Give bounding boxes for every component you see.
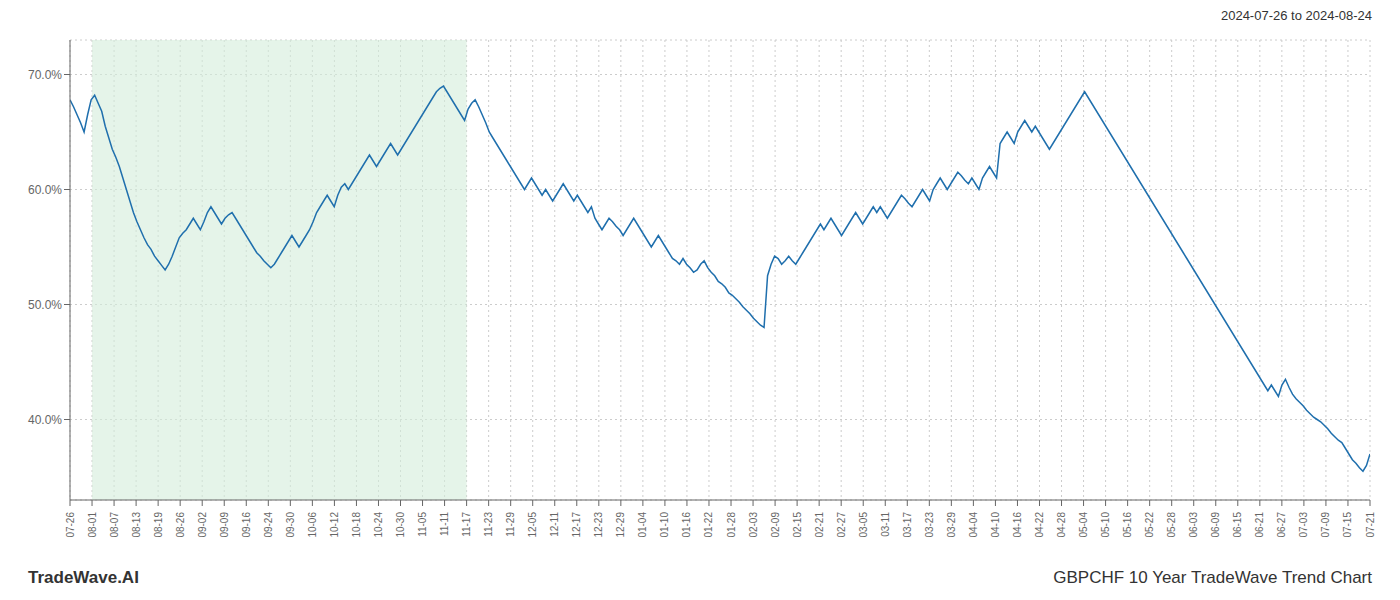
svg-text:03-17: 03-17	[902, 512, 913, 538]
svg-text:06-21: 06-21	[1254, 512, 1265, 538]
svg-text:09-24: 09-24	[263, 512, 274, 538]
svg-text:01-22: 01-22	[703, 512, 714, 538]
svg-text:06-03: 06-03	[1188, 512, 1199, 538]
svg-text:04-28: 04-28	[1056, 512, 1067, 538]
svg-text:09-30: 09-30	[285, 512, 296, 538]
svg-text:06-27: 06-27	[1276, 512, 1287, 538]
svg-text:08-26: 08-26	[175, 512, 186, 538]
svg-text:10-30: 10-30	[395, 512, 406, 538]
svg-text:08-13: 08-13	[131, 512, 142, 538]
svg-text:09-09: 09-09	[219, 512, 230, 538]
html-text:GBPCHF 10 Year TradeWave Trend: GBPCHF 10 Year TradeWave Trend Chart	[1053, 568, 1372, 587]
svg-text:10-24: 10-24	[373, 512, 384, 538]
svg-text:05-22: 05-22	[1144, 512, 1155, 538]
svg-text:12-29: 12-29	[615, 512, 626, 538]
svg-text:08-19: 08-19	[153, 512, 164, 538]
svg-text:04-10: 04-10	[990, 512, 1001, 538]
svg-text:12-11: 12-11	[549, 512, 560, 537]
html-text:2024-07-26 to 2024-08-24: 2024-07-26 to 2024-08-24	[1220, 8, 1372, 23]
svg-text:09-02: 09-02	[197, 512, 208, 538]
svg-text:08-07: 08-07	[109, 512, 120, 538]
svg-text:07-21: 07-21	[1365, 512, 1376, 538]
svg-text:06-09: 06-09	[1210, 512, 1221, 538]
svg-text:04-16: 04-16	[1012, 512, 1023, 538]
svg-text:70.0%: 70.0%	[28, 68, 62, 82]
svg-text:01-10: 01-10	[659, 512, 670, 538]
svg-text:03-11: 03-11	[880, 512, 891, 537]
svg-text:11-11: 11-11	[439, 512, 450, 537]
svg-text:02-09: 02-09	[770, 512, 781, 538]
svg-text:07-03: 07-03	[1298, 512, 1309, 538]
svg-text:01-04: 01-04	[637, 512, 648, 538]
svg-text:02-15: 02-15	[792, 512, 803, 538]
svg-text:05-04: 05-04	[1078, 512, 1089, 538]
svg-text:12-23: 12-23	[593, 512, 604, 538]
svg-text:05-10: 05-10	[1100, 512, 1111, 538]
svg-text:11-17: 11-17	[461, 512, 472, 537]
svg-text:11-05: 11-05	[417, 512, 428, 537]
svg-text:03-23: 03-23	[924, 512, 935, 538]
svg-text:01-28: 01-28	[726, 512, 737, 538]
svg-text:01-16: 01-16	[681, 512, 692, 538]
svg-text:10-12: 10-12	[329, 512, 340, 538]
svg-text:50.0%: 50.0%	[28, 298, 62, 312]
svg-text:07-15: 07-15	[1342, 512, 1353, 538]
svg-text:05-28: 05-28	[1166, 512, 1177, 538]
svg-text:02-03: 02-03	[748, 512, 759, 538]
svg-text:04-22: 04-22	[1034, 512, 1045, 538]
svg-text:12-17: 12-17	[571, 512, 582, 538]
html-text:TradeWave.AI: TradeWave.AI	[28, 568, 139, 587]
svg-text:02-21: 02-21	[814, 512, 825, 538]
svg-text:08-01: 08-01	[87, 512, 98, 538]
svg-text:07-09: 07-09	[1320, 512, 1331, 538]
svg-text:12-05: 12-05	[527, 512, 538, 538]
svg-text:11-29: 11-29	[505, 512, 516, 537]
svg-text:10-06: 10-06	[307, 512, 318, 538]
svg-text:40.0%: 40.0%	[28, 413, 62, 427]
svg-text:07-26: 07-26	[65, 512, 76, 538]
svg-text:02-27: 02-27	[836, 512, 847, 538]
svg-text:04-04: 04-04	[968, 512, 979, 538]
svg-text:06-15: 06-15	[1232, 512, 1243, 538]
svg-text:09-16: 09-16	[241, 512, 252, 538]
svg-text:03-29: 03-29	[946, 512, 957, 538]
svg-text:05-16: 05-16	[1122, 512, 1133, 538]
svg-text:10-18: 10-18	[351, 512, 362, 538]
svg-text:60.0%: 60.0%	[28, 183, 62, 197]
svg-text:11-23: 11-23	[483, 512, 494, 537]
svg-text:03-05: 03-05	[858, 512, 869, 538]
